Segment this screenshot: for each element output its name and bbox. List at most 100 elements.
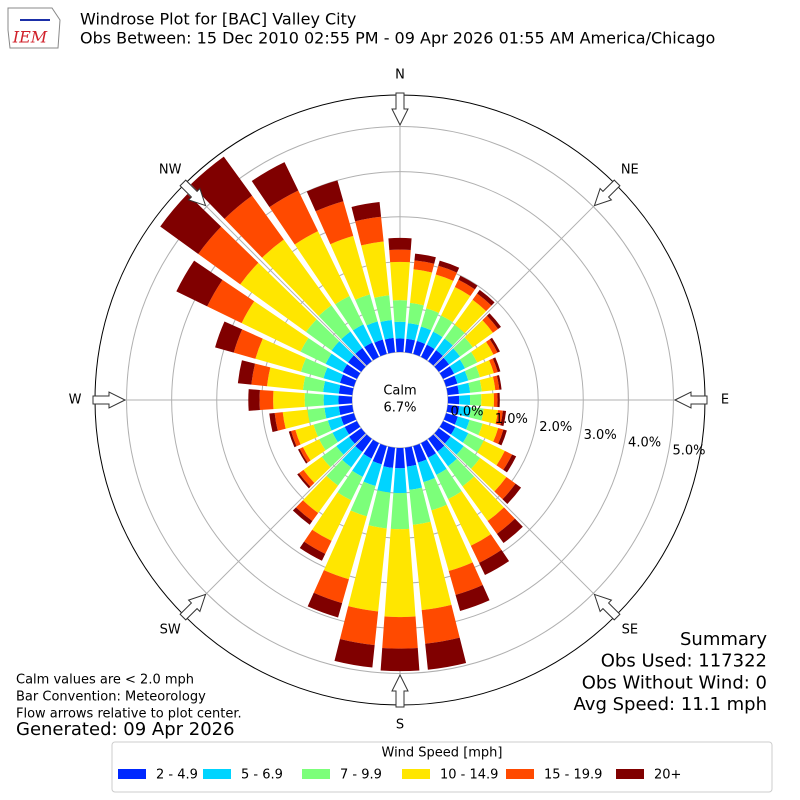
legend-swatch [616, 769, 644, 779]
bar-segment [497, 392, 500, 408]
bar-segment [454, 416, 470, 430]
flow-arrow [391, 92, 409, 127]
bar-segment [436, 468, 462, 500]
bar-segment [300, 357, 328, 379]
bar-segment [269, 412, 278, 433]
direction-label: SW [160, 622, 181, 637]
bar-segment [302, 376, 326, 393]
generated: Generated: 09 Apr 2026 [16, 719, 235, 740]
flow-arrow [391, 673, 409, 708]
r-tick-label: 5.0% [672, 443, 705, 458]
bar-segment [295, 424, 318, 445]
bar-segment [305, 319, 340, 351]
bar-segment [410, 269, 433, 306]
bar-segment [342, 364, 361, 380]
bar-segment [470, 534, 502, 563]
bar-segment [477, 440, 505, 466]
spoke [433, 433, 617, 617]
bar-segment [462, 433, 484, 453]
bar-segment [492, 375, 500, 391]
bar-segment [240, 262, 317, 332]
spoke [183, 433, 367, 617]
bar-segment [464, 320, 493, 348]
bar-segment [323, 394, 339, 406]
bar-segment [495, 410, 503, 426]
bar-segment [456, 446, 481, 469]
bar-segment [420, 439, 437, 458]
bar-segment [457, 406, 472, 418]
bar-segment [341, 331, 363, 354]
bar-segment [198, 226, 259, 285]
bar-segment [390, 261, 410, 301]
bar-segment [413, 443, 427, 463]
bar-segment [413, 340, 426, 357]
bar-segment [466, 419, 483, 436]
bar-segment [493, 393, 498, 407]
bar-segment [349, 428, 366, 444]
bar-segment [299, 447, 311, 463]
chart-subtitle: Obs Between: 15 Dec 2010 02:55 PM - 09 A… [80, 29, 715, 48]
bar-segment [267, 367, 306, 390]
bar-segment [306, 180, 344, 212]
bar-segment [351, 202, 382, 222]
bar-segment [394, 321, 406, 339]
legend-swatch [506, 769, 534, 779]
bar-segment [498, 429, 507, 446]
bar-segment [420, 344, 435, 361]
bar-segment [374, 295, 392, 322]
bar-segment [364, 342, 380, 361]
bar-segment [304, 393, 324, 407]
bar-segment [487, 507, 515, 534]
legend-swatch [118, 769, 146, 779]
bar-segment [355, 216, 384, 246]
bar-segment [417, 459, 435, 483]
bar-segment [446, 385, 459, 396]
bar-segment [393, 468, 407, 494]
bar-segment [380, 648, 420, 672]
bar-segment [313, 420, 332, 437]
bar-segment [439, 366, 455, 380]
bar-segment [313, 570, 349, 604]
bar-segment [469, 407, 484, 421]
bar-segment [492, 357, 501, 373]
bar-segment [414, 253, 436, 264]
bar-segment [454, 279, 475, 297]
direction-label: NE [621, 163, 639, 178]
bar-segment [409, 487, 431, 525]
bar-segment [443, 375, 458, 387]
bar-segment [448, 491, 491, 546]
bar-segment [302, 475, 339, 514]
bar-segment [307, 592, 343, 618]
bar-segment [297, 473, 311, 489]
bar-segment [160, 194, 222, 254]
bar-segment [274, 412, 286, 431]
bar-segment [176, 260, 223, 307]
legend-label: 15 - 19.9 [544, 768, 602, 783]
bar-segment [493, 427, 504, 444]
bar-segment [459, 394, 471, 406]
bar-segment [423, 477, 447, 511]
bar-segment [292, 507, 313, 525]
bar-segment [458, 275, 478, 290]
bar-segment [304, 529, 332, 554]
bar-segment [395, 447, 405, 469]
bar-segment [207, 279, 255, 324]
bar-segment [332, 426, 350, 443]
note: Flow arrows relative to plot center. [16, 707, 242, 722]
bar-segment [294, 231, 350, 305]
bar-segment [428, 350, 443, 366]
bar-segment [327, 416, 344, 431]
bar-segment [303, 456, 331, 483]
bar-segment [425, 637, 467, 670]
bar-segment [340, 413, 357, 426]
bar-segment [426, 331, 443, 350]
bar-segment [339, 374, 357, 387]
legend-label: 2 - 4.9 [156, 768, 198, 783]
legend-label: 7 - 9.9 [340, 768, 382, 783]
r-tick-label: 1.0% [495, 412, 528, 427]
bar-segment [384, 528, 416, 618]
legend-label: 10 - 14.9 [440, 768, 498, 783]
bar-segment [352, 324, 373, 348]
bar-segment [337, 470, 363, 501]
bar-segment [312, 492, 352, 541]
